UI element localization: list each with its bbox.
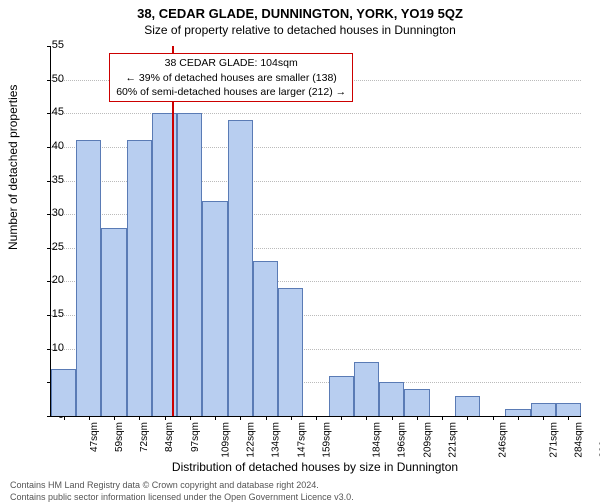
y-tick-label: 40 [40,140,64,152]
x-tick-label: 209sqm [422,422,433,458]
x-tick [114,416,115,420]
page-subtitle: Size of property relative to detached ho… [0,21,600,37]
histogram-bar [127,140,152,416]
histogram-bar [202,201,227,416]
y-tick-label: 55 [40,39,64,51]
gridline [51,113,581,114]
y-tick-label: 50 [40,73,64,85]
x-axis-label: Distribution of detached houses by size … [50,460,580,474]
x-tick-label: 47sqm [89,422,100,452]
histogram-bar [329,376,354,416]
x-tick-label: 72sqm [139,422,150,452]
footnote-line2: Contains public sector information licen… [10,492,354,502]
histogram-bar [404,389,429,416]
x-tick [568,416,569,420]
x-tick [215,416,216,420]
annotation-line2: ← 39% of detached houses are smaller (13… [126,72,337,84]
x-tick-label: 284sqm [574,422,585,458]
x-tick-label: 59sqm [114,422,125,452]
histogram-bar [556,403,581,416]
x-tick [89,416,90,420]
y-tick-label: 45 [40,106,64,118]
histogram-bar [505,409,530,416]
histogram-bar [253,261,278,416]
x-tick [165,416,166,420]
histogram-bar [278,288,303,416]
x-tick-label: 84sqm [164,422,175,452]
annotation-line1: 38 CEDAR GLADE: 104sqm [165,57,298,69]
x-tick [467,416,468,420]
histogram-bar [51,369,76,416]
chart-container: 38, CEDAR GLADE, DUNNINGTON, YORK, YO19 … [0,0,600,500]
histogram-bar [455,396,480,416]
histogram-bar [354,362,379,416]
footnote-line1: Contains HM Land Registry data © Crown c… [10,480,319,490]
x-tick-label: 97sqm [190,422,201,452]
x-tick [442,416,443,420]
x-tick-label: 147sqm [296,422,307,458]
x-tick [240,416,241,420]
x-tick-label: 196sqm [397,422,408,458]
histogram-bar [228,120,253,416]
annotation-line3: 60% of semi-detached houses are larger (… [116,86,346,98]
x-tick [493,416,494,420]
y-tick-label: 25 [40,241,64,253]
x-tick [139,416,140,420]
annotation-box: 38 CEDAR GLADE: 104sqm ← 39% of detached … [109,53,353,102]
x-tick [190,416,191,420]
x-tick-label: 221sqm [448,422,459,458]
x-tick [392,416,393,420]
page-title: 38, CEDAR GLADE, DUNNINGTON, YORK, YO19 … [0,0,600,21]
histogram-bar [76,140,101,416]
chart-plot-area: 38 CEDAR GLADE: 104sqm ← 39% of detached … [50,46,581,417]
histogram-bar [531,403,556,416]
footnote: Contains HM Land Registry data © Crown c… [0,474,600,503]
y-axis-label: Number of detached properties [6,85,20,250]
x-tick-label: 184sqm [372,422,383,458]
x-tick [518,416,519,420]
x-tick [366,416,367,420]
y-tick-label: 35 [40,174,64,186]
x-tick [543,416,544,420]
x-tick-label: 134sqm [271,422,282,458]
histogram-bar [177,113,202,416]
x-tick [417,416,418,420]
y-tick-label: 20 [40,274,64,286]
x-tick-label: 159sqm [321,422,332,458]
x-tick [266,416,267,420]
x-tick-label: 246sqm [498,422,509,458]
x-tick [316,416,317,420]
y-tick-label: 30 [40,207,64,219]
x-tick [291,416,292,420]
x-tick-label: 122sqm [246,422,257,458]
y-tick-label: 10 [40,342,64,354]
x-tick-label: 109sqm [220,422,231,458]
y-tick-label: 15 [40,308,64,320]
histogram-bar [379,382,404,416]
histogram-bar [101,228,126,416]
x-tick-label: 271sqm [548,422,559,458]
x-tick [341,416,342,420]
